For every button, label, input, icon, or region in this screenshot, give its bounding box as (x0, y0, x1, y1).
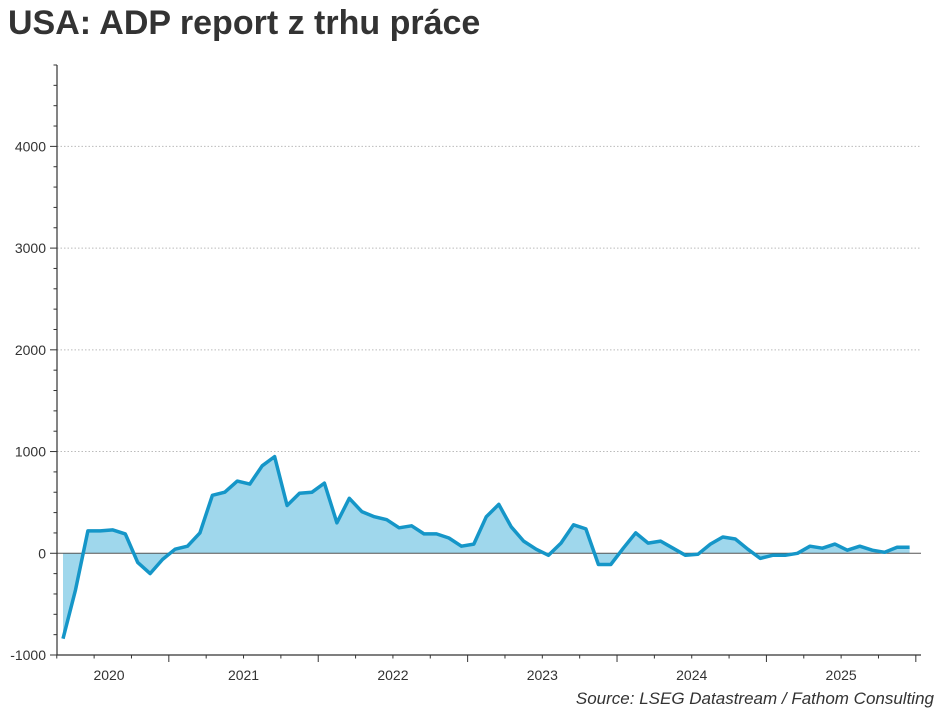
x-tick-label: 2023 (527, 667, 558, 683)
y-tick-label: 0 (38, 545, 46, 561)
axes (56, 65, 921, 656)
gridlines (57, 145, 921, 453)
x-tick-label: 2020 (93, 667, 124, 683)
y-tick-label: 2000 (15, 342, 46, 358)
y-tick-label: -1000 (10, 647, 46, 663)
x-tick-label: 2021 (228, 667, 259, 683)
y-tick-label: 4000 (15, 138, 46, 154)
x-tick-label: 2022 (377, 667, 408, 683)
x-tick-label: 2025 (826, 667, 857, 683)
series-line (61, 454, 910, 640)
area-fill (63, 456, 910, 639)
x-tick-label: 2024 (676, 667, 707, 683)
chart-title: USA: ADP report z trhu práce (8, 4, 481, 42)
x-axis-ticks: 2020 2021 2022 2023 2024 2025 (56, 655, 917, 683)
y-tick-label: 3000 (15, 240, 46, 256)
source-note: Source: LSEG Datastream / Fathom Consult… (575, 689, 934, 708)
y-tick-label: 1000 (15, 444, 46, 460)
y-axis-ticks: -1000 0 1000 2000 3000 4000 (10, 64, 57, 663)
